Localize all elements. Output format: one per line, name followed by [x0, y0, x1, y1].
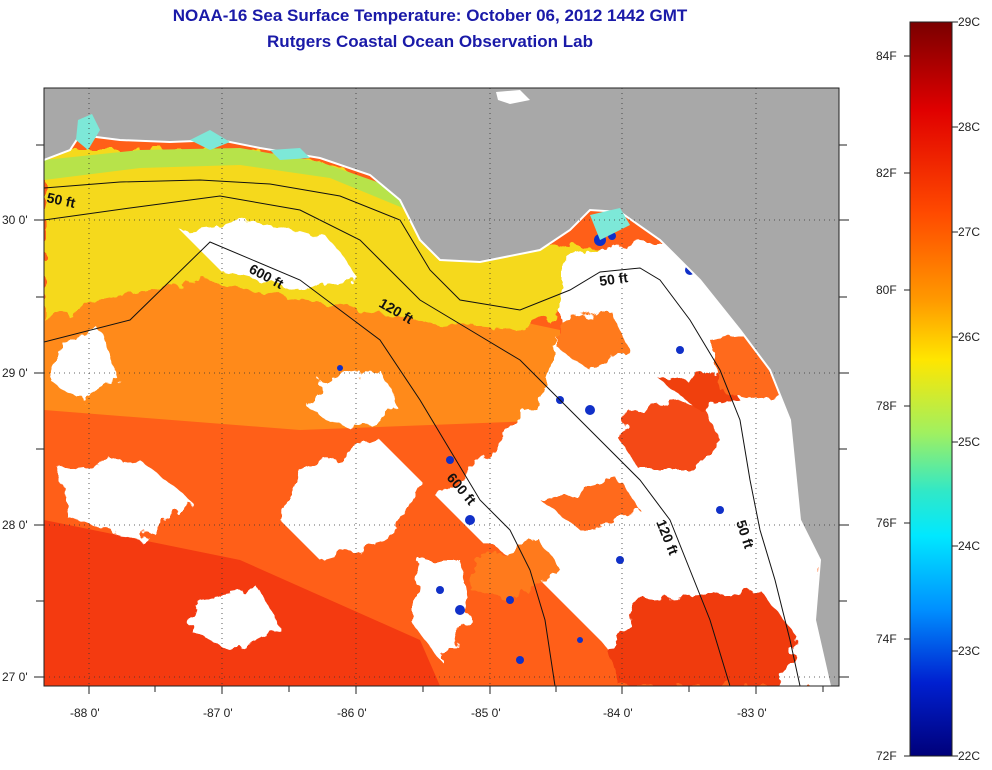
land-mass: [44, 88, 839, 686]
lon-label-84: -84 0': [603, 706, 633, 720]
lon-label-86: -86 0': [337, 706, 367, 720]
lon-label-85: -85 0': [471, 706, 501, 720]
axis-ticks: [34, 144, 849, 694]
depth-contours: [44, 179, 801, 686]
colorbar-c-28: 28C: [958, 120, 981, 134]
colorbar-f-76: 76F: [876, 516, 897, 530]
lon-label-87: -87 0': [203, 706, 233, 720]
green-nearshore: [44, 148, 440, 230]
colorbar-c-27: 27C: [958, 225, 981, 239]
lat-label-27: 27 0': [2, 670, 28, 684]
lat-label-29: 29 0': [2, 366, 28, 380]
warm-patches: [470, 310, 800, 686]
bays: [76, 114, 630, 240]
colorbar-f-72: 72F: [876, 749, 897, 763]
lat-label-30: 30 0': [2, 213, 28, 227]
map-subtitle: Rutgers Coastal Ocean Observation Lab: [267, 32, 593, 51]
contour-label-50ft-east: 50 ft: [598, 269, 629, 289]
lake: [496, 90, 530, 104]
colorbar-c-22: 22C: [958, 749, 981, 763]
colorbar-c-23: 23C: [958, 644, 981, 658]
colorbar-ticks: [904, 21, 958, 757]
map-frame: [43, 87, 840, 687]
colorbar-f-82: 82F: [876, 166, 897, 180]
map-title: NOAA-16 Sea Surface Temperature: October…: [172, 6, 688, 25]
lon-label-83: -83 0': [737, 706, 767, 720]
colorbar-c-24: 24C: [958, 539, 981, 553]
map-area: 50 ft 600 ft 120 ft 50 ft 600 ft 120 ft …: [44, 88, 839, 686]
colorbar-c-29: 29C: [958, 15, 981, 29]
colorbar-f-78: 78F: [876, 399, 897, 413]
colorbar: [909, 21, 953, 757]
lon-label-88: -88 0': [70, 706, 100, 720]
colorbar-c-25: 25C: [958, 435, 981, 449]
colorbar-f-74: 74F: [876, 632, 897, 646]
colorbar-f-84: 84F: [876, 49, 897, 63]
lat-label-28: 28 0': [2, 518, 28, 532]
contour-label-50ft-west: 50 ft: [45, 189, 77, 211]
coastline: [44, 133, 831, 686]
colorbar-c-26: 26C: [958, 330, 981, 344]
colorbar-f-80: 80F: [876, 283, 897, 297]
